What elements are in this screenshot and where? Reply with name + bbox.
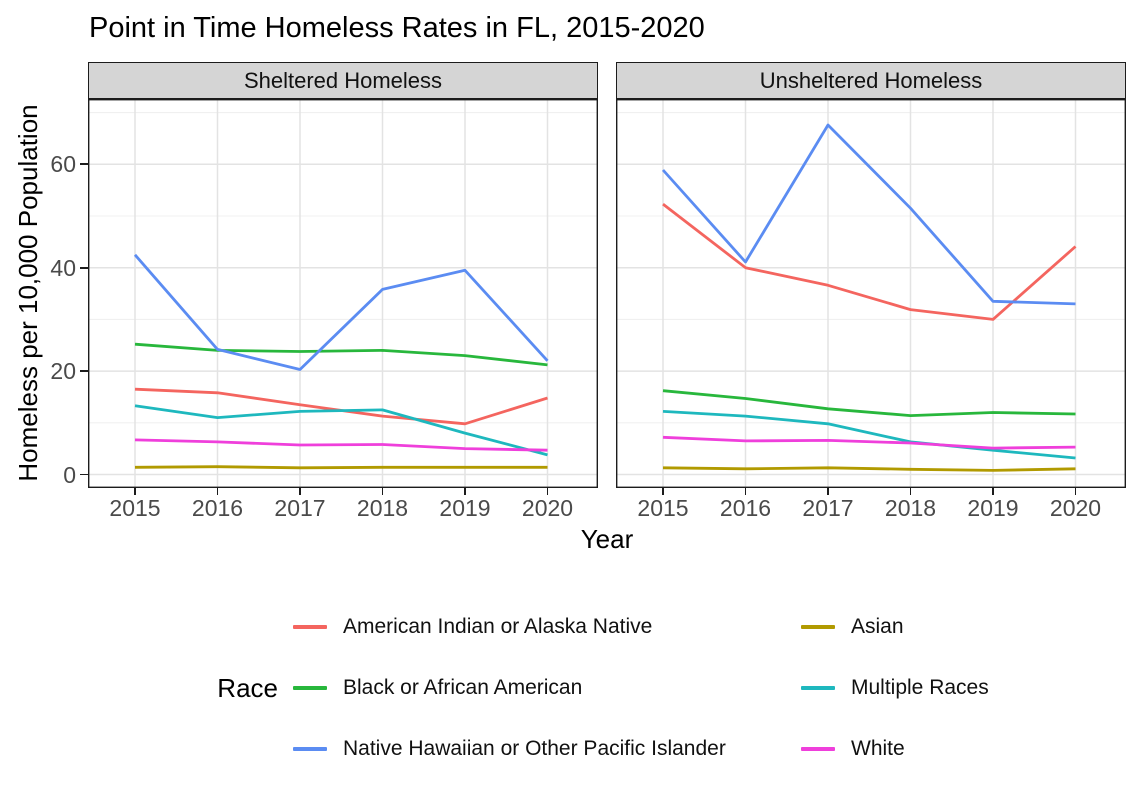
- x-tick-mark: [299, 488, 301, 495]
- series-line-asian: [662, 466, 1076, 472]
- x-tick-mark: [662, 488, 664, 495]
- facet-strip-sheltered-label: Sheltered Homeless: [243, 67, 443, 93]
- x-tick-label: 2018: [356, 495, 409, 521]
- x-tick-mark: [546, 488, 549, 495]
- series-line-white: [662, 435, 1076, 450]
- series-line-multiple-races: [134, 404, 548, 457]
- legend-item: Asian: [801, 611, 989, 643]
- legend-label: Asian: [851, 615, 904, 638]
- x-tick-label: 2016: [191, 495, 244, 521]
- legend-label: American Indian or Alaska Native: [343, 615, 653, 638]
- legend-label: Black or African American: [343, 676, 583, 699]
- x-tick-label: 2020: [1049, 495, 1102, 521]
- x-tick-mark: [744, 488, 747, 495]
- legend-label: White: [851, 737, 905, 760]
- legend-item: White: [801, 733, 989, 765]
- y-tick-label: 60: [50, 151, 76, 178]
- x-axis-title: Year: [580, 524, 634, 554]
- x-tick-mark: [827, 488, 829, 495]
- x-tick-mark: [216, 488, 219, 495]
- legend-key-line-icon: [801, 625, 835, 629]
- y-tick-mark: [80, 163, 88, 166]
- series-line-native-hawaiian-or-other-pacific-islander: [661, 123, 1076, 306]
- panel-unsheltered-plot: [616, 99, 1126, 488]
- legend-key-line-icon: [801, 686, 835, 690]
- y-tick-label: 40: [50, 254, 76, 281]
- series-line-black-or-african-american: [134, 342, 548, 367]
- legend-key-line-icon: [293, 747, 327, 751]
- x-tick-label: 2015: [109, 495, 161, 521]
- facet-strip-unsheltered: Unsheltered Homeless: [616, 62, 1126, 99]
- legend-key-line-icon: [801, 747, 835, 751]
- y-tick-mark: [80, 370, 88, 372]
- legend: American Indian or Alaska Native Asian B…: [293, 611, 989, 765]
- legend-item: Multiple Races: [801, 672, 989, 704]
- x-tick-mark: [1074, 488, 1077, 495]
- x-tick-label: 2017: [274, 495, 326, 521]
- y-tick-label: 20: [50, 358, 76, 385]
- chart-title: Point in Time Homeless Rates in FL, 2015…: [89, 12, 705, 44]
- series-line-american-indian-or-alaska-native: [134, 387, 548, 426]
- series-line-white: [134, 438, 548, 452]
- series-line-american-indian-or-alaska-native: [662, 202, 1077, 321]
- legend-item: Black or African American: [293, 672, 768, 704]
- x-tick-label: 2020: [521, 495, 574, 521]
- x-tick-label: 2019: [439, 495, 491, 521]
- y-tick-mark: [80, 266, 88, 269]
- legend-item: American Indian or Alaska Native: [293, 611, 768, 643]
- x-tick-label: 2016: [719, 495, 772, 521]
- x-tick-mark: [134, 488, 136, 495]
- y-axis-title: Homeless per 10,000 Population: [13, 104, 43, 482]
- series-line-multiple-races: [662, 410, 1076, 460]
- legend-key-line-icon: [293, 686, 327, 690]
- x-tick-mark: [909, 488, 912, 495]
- series-line-black-or-african-american: [662, 389, 1076, 418]
- x-tick-label: 2015: [637, 495, 689, 521]
- x-tick-label: 2019: [967, 495, 1019, 521]
- legend-key-line-icon: [293, 625, 327, 629]
- y-tick-mark: [80, 473, 88, 476]
- x-tick-label: 2017: [802, 495, 854, 521]
- facet-strip-unsheltered-label: Unsheltered Homeless: [759, 67, 983, 93]
- legend-label: Multiple Races: [851, 676, 989, 699]
- panel-sheltered-plot: [88, 99, 598, 488]
- y-tick-label: 0: [63, 461, 76, 488]
- x-tick-label: 2018: [884, 495, 937, 521]
- x-tick-mark: [381, 488, 384, 495]
- x-tick-mark: [992, 488, 994, 495]
- legend-item: Native Hawaiian or Other Pacific Islande…: [293, 733, 768, 765]
- legend-label: Native Hawaiian or Other Pacific Islande…: [343, 737, 726, 760]
- x-tick-mark: [464, 488, 466, 495]
- series-line-asian: [134, 465, 548, 470]
- series-line-native-hawaiian-or-other-pacific-islander: [133, 253, 549, 371]
- facet-strip-sheltered: Sheltered Homeless: [88, 62, 598, 99]
- legend-title: Race: [217, 673, 278, 703]
